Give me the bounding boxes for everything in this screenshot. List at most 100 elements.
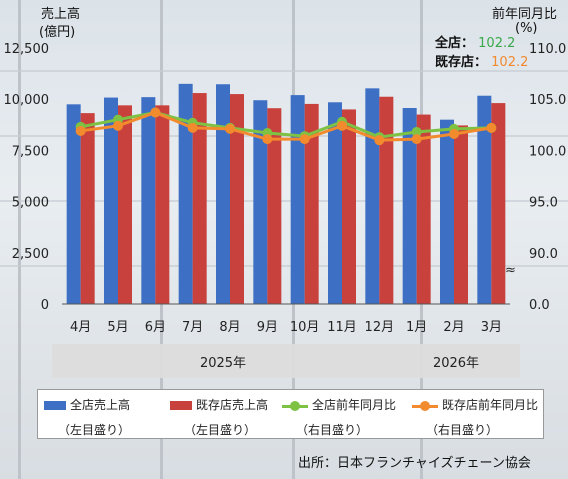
yoy-point bbox=[113, 120, 123, 131]
legend-label: 全店前年同月比 bbox=[312, 398, 397, 412]
x-tick-label: 6月 bbox=[145, 320, 166, 335]
bar bbox=[66, 104, 81, 304]
bar bbox=[80, 113, 95, 304]
right-tick-label: 0.0 bbox=[529, 298, 550, 313]
background-shelf bbox=[0, 200, 568, 202]
summary-all-stores: 全店： 102.2 bbox=[435, 34, 528, 53]
yoy-point bbox=[262, 134, 273, 145]
bar bbox=[104, 97, 118, 304]
year-label: 2026年 bbox=[433, 356, 479, 371]
bar bbox=[477, 95, 492, 304]
yoy-point bbox=[187, 122, 198, 133]
left-tick-label: 7,500 bbox=[12, 144, 49, 159]
legend-swatch bbox=[412, 400, 438, 411]
x-tick-label: 4月 bbox=[70, 320, 91, 335]
left-axis-title: 売上高 bbox=[41, 7, 81, 22]
legend-item-all-sales: 全店売上高 （左目盛り） bbox=[44, 396, 130, 438]
summary-existing-value: 102.2 bbox=[491, 55, 529, 70]
left-tick-label: 10,000 bbox=[4, 93, 50, 108]
bar bbox=[216, 84, 230, 304]
legend-item-all-yoy: 全店前年同月比 （右目盛り） bbox=[282, 396, 396, 438]
legend-swatch bbox=[282, 400, 308, 411]
legend-label: 既存店前年同月比 bbox=[442, 398, 539, 412]
summary-all-value: 102.2 bbox=[478, 36, 516, 51]
legend-swatch bbox=[170, 401, 192, 410]
x-tick-label: 8月 bbox=[219, 320, 240, 335]
bar bbox=[178, 83, 193, 304]
yoy-point bbox=[75, 125, 86, 136]
legend-sublabel: （左目盛り） bbox=[184, 423, 257, 437]
bar bbox=[141, 97, 156, 304]
legend-label: 全店売上高 bbox=[70, 398, 131, 412]
bar bbox=[379, 96, 394, 304]
legend-sublabel: （右目盛り） bbox=[426, 423, 499, 437]
x-tick-label: 11月 bbox=[327, 320, 357, 335]
left-tick-label: 5,000 bbox=[12, 196, 49, 211]
legend-item-existing-yoy: 既存店前年同月比 （右目盛り） bbox=[412, 396, 538, 438]
summary-all-label: 全店： bbox=[435, 36, 475, 51]
left-tick-label: 0 bbox=[41, 298, 49, 313]
yoy-point bbox=[411, 126, 422, 137]
left-tick-label: 2,500 bbox=[12, 247, 49, 262]
chart-legend: 全店売上高 （左目盛り） 既存店売上高 （左目盛り） 全店前年同月比 （右目盛り… bbox=[37, 389, 544, 439]
yoy-line bbox=[80, 110, 492, 142]
right-axis-title: 前年同月比 bbox=[492, 7, 558, 22]
legend-swatch bbox=[44, 401, 66, 410]
yoy-point bbox=[150, 107, 161, 118]
year-label: 2025年 bbox=[200, 356, 246, 371]
legend-sublabel: （右目盛り） bbox=[296, 423, 369, 437]
right-tick-label: 100.0 bbox=[529, 144, 566, 159]
x-tick-label: 5月 bbox=[107, 320, 128, 335]
bar bbox=[267, 108, 282, 304]
yoy-summary: 全店： 102.2 既存店： 102.2 bbox=[435, 34, 528, 72]
legend-sublabel: （左目盛り） bbox=[58, 423, 131, 437]
axis-break-symbol: ≈ bbox=[505, 263, 516, 278]
bar bbox=[416, 114, 431, 304]
background-shelf bbox=[0, 135, 568, 137]
bar bbox=[440, 119, 454, 305]
bar bbox=[328, 102, 342, 304]
right-tick-label: 90.0 bbox=[529, 247, 558, 262]
x-tick-label: 7月 bbox=[182, 320, 203, 335]
x-tick-label: 10月 bbox=[290, 320, 320, 335]
left-axis-unit: (億円) bbox=[39, 25, 76, 40]
x-tick-label: 3月 bbox=[481, 320, 502, 335]
x-tick-label: 1月 bbox=[406, 320, 427, 335]
bar bbox=[192, 93, 207, 304]
right-tick-label: 105.0 bbox=[529, 93, 566, 108]
x-tick-label: 12月 bbox=[365, 320, 395, 335]
yoy-point bbox=[299, 134, 310, 145]
right-tick-label: 110.0 bbox=[529, 42, 566, 57]
background-shelf bbox=[0, 70, 568, 72]
x-tick-label: 2月 bbox=[443, 320, 464, 335]
legend-item-existing-sales: 既存店売上高 （左目盛り） bbox=[170, 396, 268, 438]
legend-label: 既存店売上高 bbox=[196, 398, 269, 412]
bar bbox=[118, 105, 132, 305]
yoy-point bbox=[337, 120, 347, 131]
bar bbox=[290, 95, 305, 304]
yoy-point bbox=[486, 122, 497, 133]
x-tick-label: 9月 bbox=[257, 320, 278, 335]
year-band bbox=[392, 344, 520, 378]
yoy-point bbox=[449, 129, 459, 140]
right-tick-label: 95.0 bbox=[529, 196, 558, 211]
right-axis-unit: (%) bbox=[515, 21, 538, 36]
bar bbox=[402, 108, 417, 304]
summary-existing-label: 既存店： bbox=[435, 55, 488, 70]
source-note: 出所：日本フランチャイズチェーン協会 bbox=[298, 456, 531, 471]
summary-existing-stores: 既存店： 102.2 bbox=[435, 53, 528, 72]
bar bbox=[230, 94, 244, 304]
left-tick-label: 12,500 bbox=[4, 42, 50, 57]
bar bbox=[253, 100, 268, 304]
background-shelf bbox=[0, 265, 568, 267]
yoy-point bbox=[225, 123, 235, 134]
background-fridge-door bbox=[18, 0, 21, 479]
bar bbox=[342, 109, 356, 304]
bar bbox=[365, 88, 380, 304]
bar bbox=[304, 103, 319, 304]
bar bbox=[155, 105, 170, 305]
yoy-point bbox=[411, 134, 422, 145]
yoy-point bbox=[374, 135, 385, 146]
